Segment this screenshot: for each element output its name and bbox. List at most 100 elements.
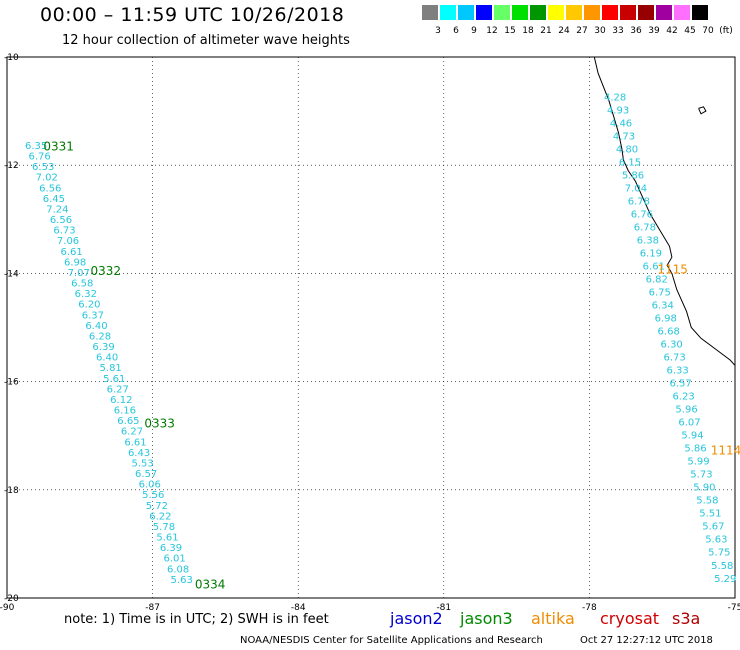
track-west-swh-label: 6.01 xyxy=(163,554,185,565)
track-west-swh-label: 7.02 xyxy=(36,173,58,184)
scale-swatch xyxy=(692,5,708,20)
scale-swatch xyxy=(638,5,654,20)
scale-swatch xyxy=(548,5,564,20)
track-east-swh-label: 6.57 xyxy=(669,379,691,390)
lon-tick-label: -87 xyxy=(145,603,160,613)
track-west-swh-label: 6.16 xyxy=(114,406,136,417)
track-west-swh-label: 6.08 xyxy=(167,564,189,575)
track-east-swh-label: 4.73 xyxy=(613,131,635,142)
track-east-swh-label: 6.61 xyxy=(643,261,665,272)
island xyxy=(698,106,707,115)
lon-tick-label: -81 xyxy=(436,603,451,613)
track-west-swh-label: 6.76 xyxy=(29,152,51,163)
scale-label: 39 xyxy=(648,26,660,36)
scale-label: 6 xyxy=(453,26,459,36)
scale-label: 42 xyxy=(666,26,678,36)
track-east-swh-label: 5.96 xyxy=(675,405,697,416)
legend-s3a: s3a xyxy=(672,609,701,628)
pass-time-label: 1114 xyxy=(711,444,740,458)
track-west-swh-label: 7.07 xyxy=(68,268,90,279)
track-west-swh-label: 6.37 xyxy=(82,310,104,321)
track-east-swh-label: 5.90 xyxy=(693,483,715,494)
scale-label: 33 xyxy=(612,26,624,36)
track-west-swh-label: 6.57 xyxy=(135,469,157,480)
scale-swatch xyxy=(674,5,690,20)
scale-label: 21 xyxy=(540,26,552,36)
track-east-swh-label: 4.80 xyxy=(616,144,638,155)
scale-swatch xyxy=(440,5,456,20)
track-west-swh-label: 5.78 xyxy=(153,522,175,533)
track-east-swh-label: 6.07 xyxy=(678,418,700,429)
scale-label: 9 xyxy=(471,26,477,36)
track-west-swh-label: 6.45 xyxy=(43,194,65,205)
scale-swatch xyxy=(476,5,492,20)
track-east-swh-label: 5.58 xyxy=(711,561,733,572)
credit-line: NOAA/NESDIS Center for Satellite Applica… xyxy=(240,635,543,646)
legend-jason3: jason3 xyxy=(460,609,513,628)
legend-jason2: jason2 xyxy=(390,609,443,628)
track-west-swh-label: 6.35 xyxy=(25,141,47,152)
track-east-swh-label: 6.98 xyxy=(655,314,677,325)
lat-tick-label: -10 xyxy=(4,53,19,63)
track-east-swh-label: 5.73 xyxy=(690,470,712,481)
track-east-swh-label: 6.82 xyxy=(646,274,668,285)
track-west-swh-label: 6.73 xyxy=(53,226,75,237)
track-east-swh-label: 5.86 xyxy=(622,170,644,181)
scale-swatch xyxy=(512,5,528,20)
generation-date: Oct 27 12:27:12 UTC 2018 xyxy=(580,635,713,646)
lon-tick-label: -84 xyxy=(291,603,306,613)
track-east-swh-label: 6.73 xyxy=(664,353,686,364)
track-east-swh-label: 4.93 xyxy=(607,105,629,116)
lat-tick-label: -12 xyxy=(4,161,19,171)
track-west-swh-label: 6.98 xyxy=(64,257,86,268)
page-title: 00:00 – 11:59 UTC 10/26/2018 xyxy=(40,4,345,26)
units-note: note: 1) Time is in UTC; 2) SWH is in fe… xyxy=(64,612,329,627)
scale-swatch xyxy=(566,5,582,20)
track-west-swh-label: 6.28 xyxy=(89,331,111,342)
track-west-swh-label: 6.20 xyxy=(78,300,100,311)
track-east-swh-label: 6.68 xyxy=(658,327,680,338)
lat-tick-label: -16 xyxy=(4,378,19,388)
pass-time-label: 0331 xyxy=(43,140,74,154)
track-west-swh-label: 6.22 xyxy=(149,511,171,522)
track-west-swh-label: 6.12 xyxy=(110,395,132,406)
track-east-swh-label: 6.75 xyxy=(649,287,671,298)
legend-altika: altika xyxy=(531,609,575,628)
track-east-swh-label: 5.58 xyxy=(696,496,718,507)
track-west-swh-label: 5.61 xyxy=(156,533,178,544)
scale-label: (ft) xyxy=(719,26,733,36)
scale-swatch xyxy=(620,5,636,20)
track-west-swh-label: 6.61 xyxy=(60,247,82,258)
track-east-swh-label: 5.67 xyxy=(702,522,724,533)
track-east-swh-label: 6.34 xyxy=(652,300,674,311)
coastline xyxy=(593,56,736,366)
track-east-swh-label: 5.94 xyxy=(681,431,703,442)
pass-time-label: 1115 xyxy=(657,262,688,276)
track-east-swh-label: 5.86 xyxy=(684,444,706,455)
track-west-swh-label: 7.24 xyxy=(46,204,68,215)
track-west-swh-label: 6.39 xyxy=(92,342,114,353)
scale-swatch xyxy=(422,5,438,20)
track-east-swh-label: 6.15 xyxy=(619,157,641,168)
track-east-swh-label: 5.99 xyxy=(687,457,709,468)
lat-tick-label: -20 xyxy=(4,594,19,604)
legend-cryosat: cryosat xyxy=(600,609,660,628)
track-east-swh-label: 4.28 xyxy=(604,92,626,103)
scale-swatch xyxy=(530,5,546,20)
track-west-swh-label: 6.27 xyxy=(121,427,143,438)
lon-tick-label: -75 xyxy=(728,603,740,613)
scale-label: 15 xyxy=(504,26,516,36)
track-east-swh-label: 6.23 xyxy=(672,392,694,403)
track-west-swh-label: 6.61 xyxy=(124,437,146,448)
pass-time-label: 0332 xyxy=(90,264,121,278)
scale-label: 24 xyxy=(558,26,570,36)
track-west-swh-label: 6.27 xyxy=(107,384,129,395)
track-west-swh-label: 6.06 xyxy=(139,480,161,491)
track-west-swh-label: 6.40 xyxy=(96,353,118,364)
scale-label: 12 xyxy=(486,26,498,36)
track-east-swh-label: 5.63 xyxy=(705,535,727,546)
track-east-swh-label: 5.75 xyxy=(708,548,730,559)
track-east-swh-label: 6.78 xyxy=(628,196,650,207)
lon-tick-label: -90 xyxy=(0,603,15,613)
track-west-swh-label: 7.06 xyxy=(57,236,79,247)
